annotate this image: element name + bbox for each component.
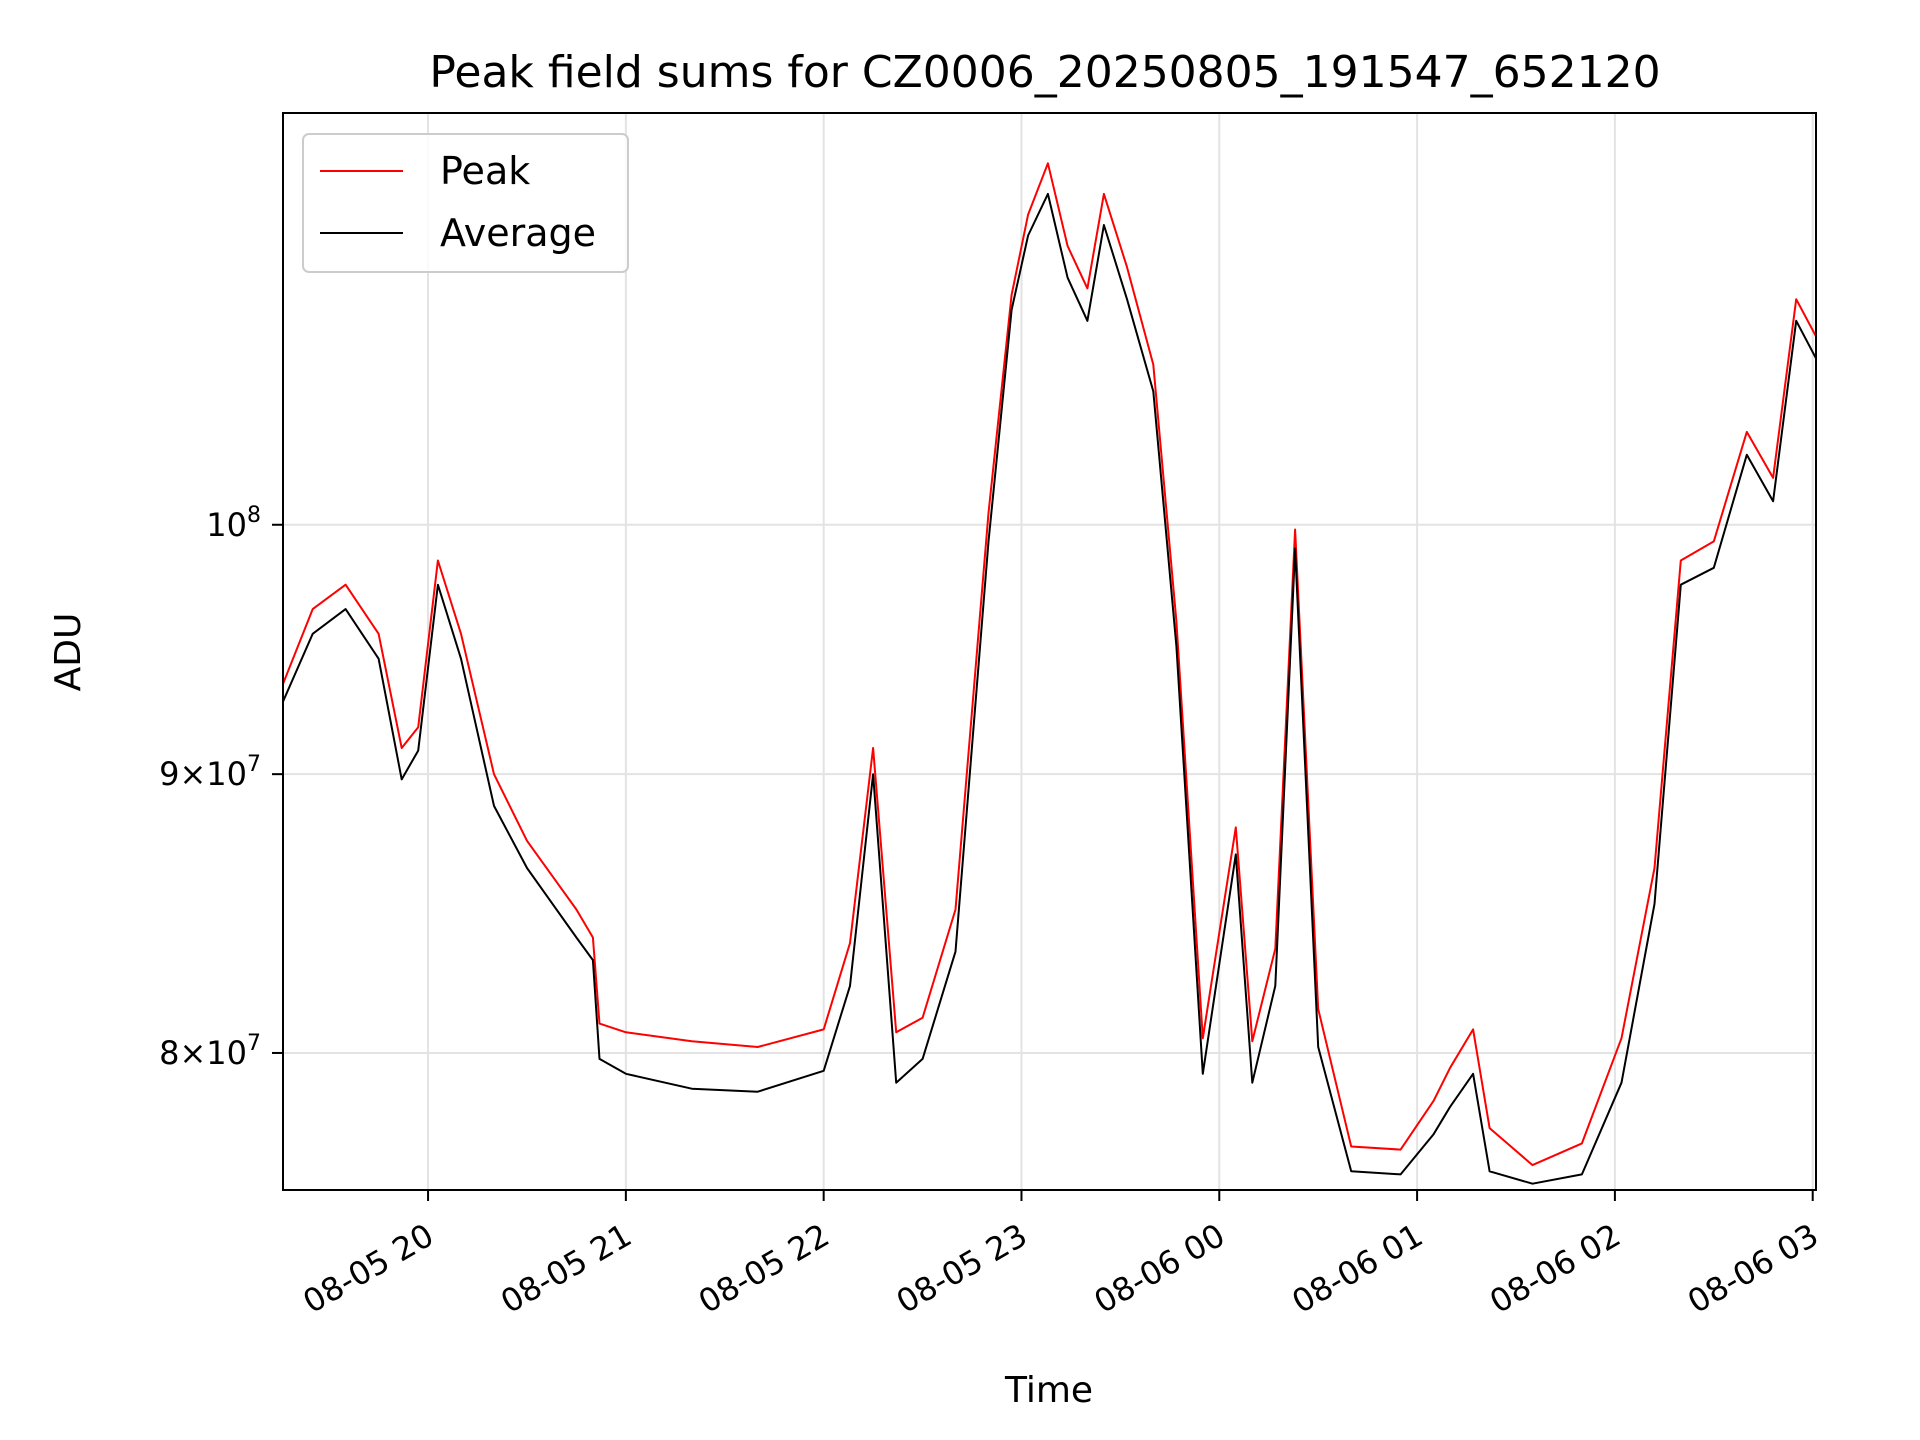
y-tick-exponent-2: 8 (247, 503, 261, 528)
series-line-peak (283, 162, 1816, 1167)
y-tick-label-0: 8×107 (159, 1031, 261, 1072)
legend-label-peak: Peak (440, 149, 530, 193)
y-tick-label-2: 108 (206, 503, 261, 544)
plot-frame (282, 112, 1817, 1191)
legend: Peak Average (302, 133, 629, 273)
y-tick-exponent-0: 7 (247, 1031, 261, 1056)
series-layer (283, 162, 1816, 1185)
y-tick-exponent-1: 7 (247, 752, 261, 777)
legend-label-average: Average (440, 211, 596, 255)
y-tick-label-1: 9×107 (159, 752, 261, 793)
chart-title: Peak field sums for CZ0006_20250805_1915… (429, 47, 1660, 98)
y-axis-label: ADU (48, 613, 89, 692)
series-line-average (283, 192, 1816, 1185)
legend-box (302, 133, 629, 273)
grid-lines (283, 113, 1816, 1190)
x-axis-label: Time (1004, 1370, 1093, 1411)
y-axis-ticks: 8×107 9×107 108 (159, 503, 283, 1072)
